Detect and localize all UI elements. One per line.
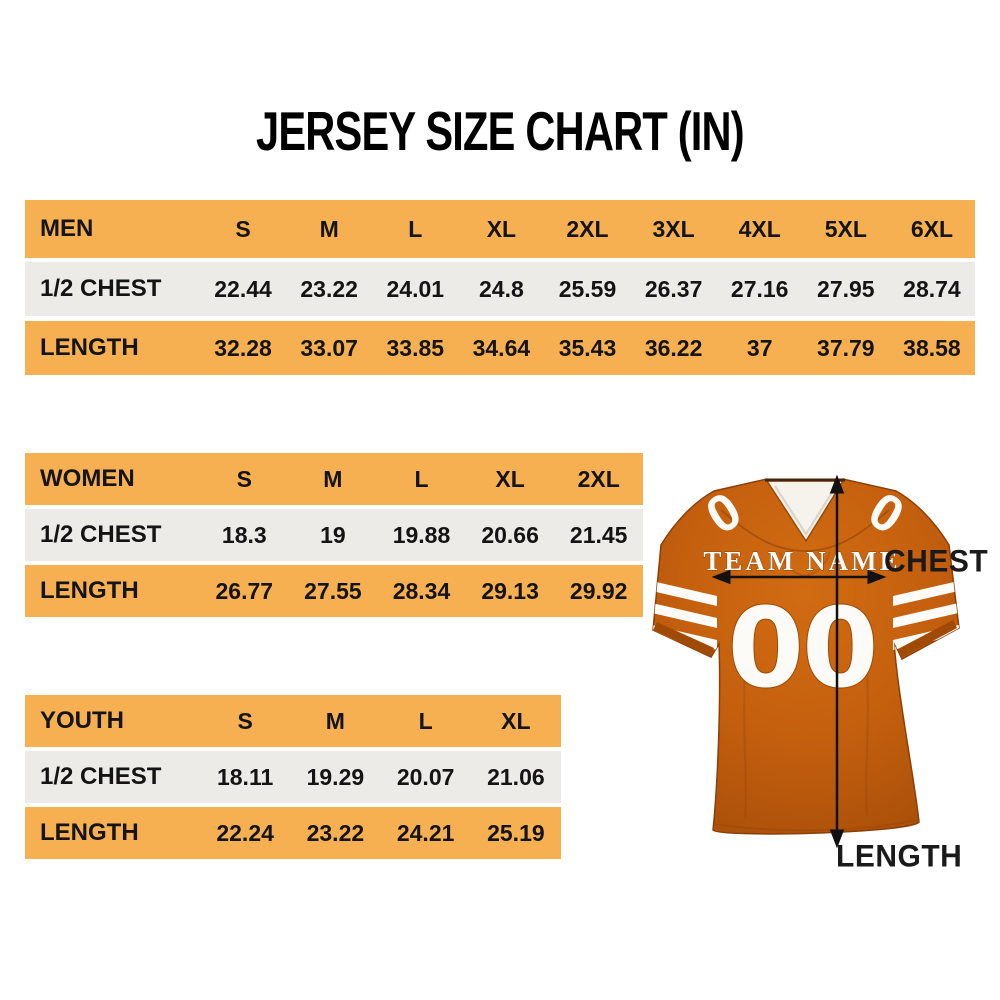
table-row: MEN S M L XL 2XL 3XL 4XL 5XL 6XL — [25, 200, 975, 258]
measure-value: 38.58 — [903, 334, 961, 361]
measure-label: 1/2 CHEST — [40, 521, 162, 548]
measure-value: 32.28 — [214, 334, 272, 361]
measure-value: 24.21 — [396, 819, 455, 846]
measure-value: 22.44 — [214, 275, 272, 302]
measure-value: 19.29 — [306, 763, 365, 790]
size-column-header: 5XL — [824, 215, 867, 242]
table-row: LENGTH 22.24 23.22 24.21 25.19 — [25, 807, 561, 859]
length-arrow — [829, 474, 845, 849]
measure-value: 24.8 — [479, 275, 524, 302]
measure-value: 27.95 — [817, 275, 875, 302]
jersey-body-shape — [652, 478, 960, 835]
table-row: WOMEN S M L XL 2XL — [25, 453, 643, 505]
measure-label: LENGTH — [40, 819, 139, 846]
size-column-header: S — [235, 215, 251, 242]
size-column-header: S — [236, 465, 252, 492]
measure-label: LENGTH — [40, 334, 139, 361]
measure-value: 36.22 — [644, 334, 703, 361]
measure-value: 27.55 — [304, 577, 362, 604]
measure-value: 33.85 — [386, 334, 445, 361]
measure-value: 27.16 — [730, 275, 789, 302]
measure-value: 21.45 — [569, 521, 628, 548]
size-column-header: 2XL — [566, 215, 609, 242]
measure-value: 25.19 — [487, 819, 545, 846]
size-column-header: M — [323, 465, 343, 492]
measure-label: LENGTH — [40, 577, 139, 604]
vneck-collar — [765, 478, 845, 543]
table-row: LENGTH 32.28 33.07 33.85 34.64 35.43 36.22 37 37… — [25, 321, 975, 375]
measure-value: 34.64 — [472, 334, 531, 361]
measure-label: 1/2 CHEST — [40, 275, 162, 302]
measure-value: 26.37 — [644, 275, 703, 302]
page-title: JERSEY SIZE CHART (IN) — [0, 101, 1000, 163]
measure-value: 21.06 — [487, 763, 545, 790]
table-row: YOUTH S M L XL — [25, 695, 561, 747]
length-dimension-label: LENGTH — [836, 839, 963, 874]
page-title-text: JERSEY SIZE CHART (IN) — [256, 101, 745, 163]
jersey-number-text: 00 — [727, 584, 876, 712]
size-column-header: 6XL — [910, 215, 954, 242]
women-size-table: WOMEN S M L XL 2XL 1/2 CHEST 18.3 19 19.88 20.66 21… — [25, 453, 643, 621]
measure-value: 37 — [746, 334, 773, 361]
table-row: 1/2 CHEST 18.11 19.29 20.07 21.06 — [25, 751, 561, 803]
measure-value: 22.24 — [216, 819, 274, 846]
size-column-header: S — [237, 707, 253, 734]
team-name-text: TEAM NAME — [703, 546, 900, 576]
table-category-header: WOMEN — [40, 465, 135, 492]
measure-value: 28.74 — [903, 275, 961, 302]
measure-value: 23.22 — [300, 275, 358, 302]
youth-size-table: YOUTH S M L XL 1/2 CHEST 18.11 19.29 20.07 21.06 L… — [25, 695, 561, 863]
measure-value: 37.79 — [817, 334, 875, 361]
measure-value: 18.11 — [216, 763, 274, 790]
size-column-header: L — [418, 707, 433, 734]
size-column-header: L — [414, 465, 429, 492]
table-row: LENGTH 26.77 27.55 28.34 29.13 29.92 — [25, 565, 643, 617]
table-category-header: MEN — [40, 215, 94, 242]
chest-dimension-label: CHEST — [884, 544, 989, 579]
measure-value: 19 — [320, 521, 346, 548]
chest-arrow — [711, 569, 887, 585]
measure-value: 18.3 — [221, 521, 267, 548]
size-column-header: XL — [486, 215, 517, 242]
measure-value: 29.92 — [569, 577, 628, 604]
measure-value: 20.66 — [481, 521, 539, 548]
measure-value: 35.43 — [558, 334, 617, 361]
table-category-header: YOUTH — [40, 707, 124, 734]
measure-value: 25.59 — [558, 275, 617, 302]
table-row: 1/2 CHEST 22.44 23.22 24.01 24.8 25.59 26.37 27… — [25, 262, 975, 316]
size-column-header: L — [408, 215, 423, 242]
measure-value: 20.07 — [396, 763, 455, 790]
size-column-header: 3XL — [652, 215, 695, 242]
men-size-table: MEN S M L XL 2XL 3XL 4XL 5XL 6XL 1/2 CHEST 22.44 23.… — [25, 200, 975, 380]
size-column-header: 2XL — [577, 465, 620, 492]
size-column-header: XL — [501, 707, 531, 734]
size-column-header: M — [319, 215, 339, 242]
measure-value: 19.88 — [392, 521, 451, 548]
size-column-header: 4XL — [738, 215, 781, 242]
measure-value: 33.07 — [300, 334, 358, 361]
size-column-header: XL — [495, 465, 525, 492]
measure-value: 28.34 — [392, 577, 451, 604]
measure-value: 29.13 — [481, 577, 539, 604]
measure-value: 24.01 — [386, 275, 445, 302]
measure-value: 26.77 — [215, 577, 274, 604]
measure-label: 1/2 CHEST — [40, 763, 162, 790]
sleeve-cuffs — [653, 620, 957, 658]
size-column-header: M — [325, 707, 345, 734]
table-row: 1/2 CHEST 18.3 19 19.88 20.66 21.45 — [25, 509, 643, 561]
measure-value: 23.22 — [306, 819, 365, 846]
jersey-illustration: 0 0 TEAM NAME 00 — [652, 474, 960, 849]
